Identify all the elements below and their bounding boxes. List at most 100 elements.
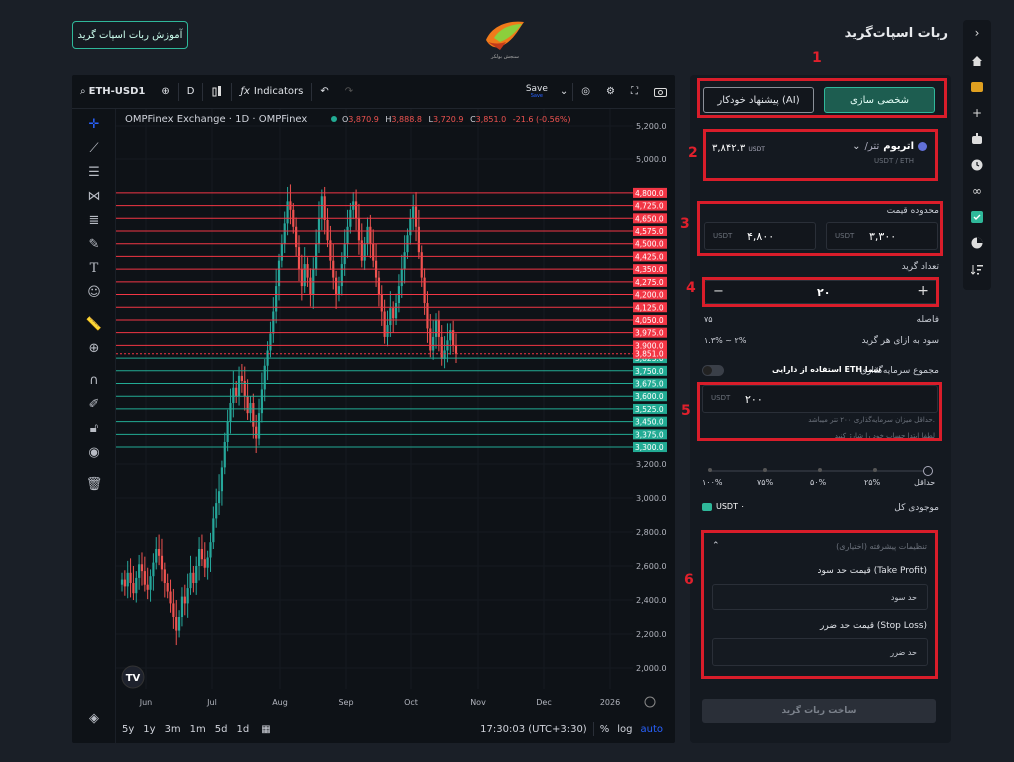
sl-input[interactable]: حد ضرر xyxy=(712,638,928,666)
tp-input[interactable]: حد سود xyxy=(712,584,928,610)
log-toggle[interactable]: log xyxy=(617,723,633,735)
range-3m[interactable]: 3m xyxy=(164,723,181,735)
price-max-value: ۴,۸۰۰ xyxy=(747,230,775,243)
clock-time[interactable]: 17:30:03 (UTC+3:30) xyxy=(480,723,587,735)
magnet-icon[interactable]: ∩ xyxy=(89,372,99,388)
ruler-icon[interactable]: 📏 xyxy=(85,316,103,332)
lock-icon[interactable]: 🔓︎ xyxy=(89,420,99,436)
clock-icon[interactable] xyxy=(967,155,987,175)
quick-search-icon[interactable]: ◎ xyxy=(581,86,591,97)
sort-icon[interactable] xyxy=(967,259,987,279)
range-5y[interactable]: 5y xyxy=(122,723,135,735)
use-eth-toggle[interactable] xyxy=(702,365,724,376)
chevron-up-icon[interactable]: ⌃ xyxy=(712,541,720,551)
plus-icon[interactable]: + xyxy=(917,283,929,299)
minus-icon[interactable]: − xyxy=(713,284,724,299)
x-tick-label: Jun xyxy=(139,698,153,707)
candle-body xyxy=(303,264,306,287)
lock-drawing-icon[interactable]: ✐ xyxy=(88,396,100,412)
investment-input[interactable]: USDT ۲۰۰ xyxy=(702,385,938,413)
slider-label-75[interactable]: ۷۵% xyxy=(757,478,774,487)
annotation-box-2 xyxy=(703,129,938,181)
candle-body xyxy=(169,591,172,604)
home-icon[interactable] xyxy=(967,51,987,71)
slider-handle[interactable] xyxy=(923,466,933,476)
sell-level-label: 3,900.0 xyxy=(635,341,664,350)
layers-icon[interactable]: ◈ xyxy=(89,710,99,726)
x-tick-label: Oct xyxy=(404,698,418,707)
slider-label-25[interactable]: ۲۵% xyxy=(864,478,881,487)
indicators-button[interactable]: ƒx Indicators xyxy=(232,75,311,109)
candle-body xyxy=(143,571,146,585)
fullscreen-icon[interactable]: ⛶ xyxy=(631,86,638,97)
plus-icon[interactable]: + xyxy=(971,106,983,120)
candle-body xyxy=(449,330,452,341)
candle-body xyxy=(189,572,192,589)
chevron-right-icon[interactable]: › xyxy=(974,26,980,40)
brush-icon[interactable]: ✎ xyxy=(88,236,100,252)
wallet-icon[interactable] xyxy=(967,77,987,97)
sell-level-label: 4,125.0 xyxy=(635,303,664,312)
tutorial-button[interactable]: آموزش ربات اسپات گرید xyxy=(72,21,188,49)
slider-label-100[interactable]: ۱۰۰% xyxy=(702,478,723,487)
range-1y[interactable]: 1y xyxy=(143,723,156,735)
undo-icon[interactable]: ↶ xyxy=(320,86,329,97)
trash-icon[interactable]: 🗑︎ xyxy=(85,476,103,492)
buy-level-label: 3,750.0 xyxy=(635,367,664,376)
candle-body xyxy=(217,491,221,504)
candle-body xyxy=(200,549,204,560)
zoom-icon[interactable]: ⊕ xyxy=(88,340,100,356)
y-tick-label: 2,800.0 xyxy=(636,528,667,537)
candle-body xyxy=(229,403,232,422)
candle-body xyxy=(175,617,178,631)
range-1m[interactable]: 1m xyxy=(189,723,206,735)
date-range-icon[interactable]: ▦ xyxy=(261,723,271,735)
eye-icon[interactable]: ◉ xyxy=(88,444,100,460)
candle-body xyxy=(243,380,246,397)
grid-count-stepper[interactable]: − ۲۰ + xyxy=(704,280,938,304)
save-button[interactable]: Save Save xyxy=(518,75,556,109)
slider-label-min[interactable]: حداقل xyxy=(914,478,936,487)
candle-body xyxy=(417,226,420,253)
robot-icon[interactable] xyxy=(967,129,987,149)
advanced-label[interactable]: تنظیمات پیشرفته (اختیاری) xyxy=(836,542,927,551)
slider-label-50[interactable]: ۵۰% xyxy=(810,478,827,487)
mode-manual-button[interactable]: شخصی سازی xyxy=(824,87,935,113)
candle-body xyxy=(409,218,412,236)
price-max-input[interactable]: USDT ۴,۸۰۰ xyxy=(704,222,816,250)
trend-line-icon[interactable]: ⟋ xyxy=(89,140,99,156)
interval-button[interactable]: D xyxy=(186,86,195,97)
range-1d[interactable]: 1d xyxy=(236,723,250,735)
auto-toggle[interactable]: auto xyxy=(640,723,663,735)
redo-icon[interactable]: ↷ xyxy=(344,86,354,97)
pie-chart-icon[interactable] xyxy=(967,233,987,253)
checklist-icon[interactable] xyxy=(967,207,987,227)
pair-selector[interactable]: ⌄ /تتر اتریوم xyxy=(852,141,927,152)
candle-type-icon[interactable] xyxy=(203,75,231,109)
text-icon[interactable]: T xyxy=(89,260,99,276)
chevron-down-icon[interactable]: ⌄ xyxy=(559,86,569,97)
gear-icon[interactable]: ⚙ xyxy=(606,86,615,97)
sell-level-tag xyxy=(633,327,667,338)
camera-icon[interactable] xyxy=(646,75,675,109)
emoji-icon[interactable]: ☺ xyxy=(87,284,101,300)
price-chart[interactable]: 4,800.0 4,725.0 4,650.0 4,575.0 4,500.0 4,425… xyxy=(116,109,675,715)
percent-toggle[interactable]: % xyxy=(599,723,610,735)
unit-label: USDT xyxy=(713,232,733,240)
candle-body xyxy=(272,311,275,334)
pattern-icon[interactable]: ⋈ xyxy=(87,188,101,204)
crosshair-icon[interactable]: ✛ xyxy=(88,116,100,132)
infinity-icon[interactable]: ∞ xyxy=(972,184,982,198)
price-min-input[interactable]: USDT ۳,۳۰۰ xyxy=(826,222,938,250)
range-5d[interactable]: 5d xyxy=(214,723,228,735)
candle-body xyxy=(340,264,343,287)
create-bot-button[interactable]: ساخت ربات گرید xyxy=(702,699,936,723)
symbol-search[interactable]: ⌕ ETH-USD1 xyxy=(72,75,153,109)
fib-icon[interactable]: ≣ xyxy=(88,212,100,228)
horizontal-lines-icon[interactable]: ☰ xyxy=(88,164,100,180)
annotation-number-2: 2 xyxy=(688,145,698,161)
candle-body xyxy=(394,303,398,319)
compare-icon[interactable]: ⊕ xyxy=(161,86,170,97)
goto-date-icon[interactable] xyxy=(644,696,656,708)
mode-ai-button[interactable]: پیشنهاد خودکار (AI) xyxy=(703,87,814,113)
